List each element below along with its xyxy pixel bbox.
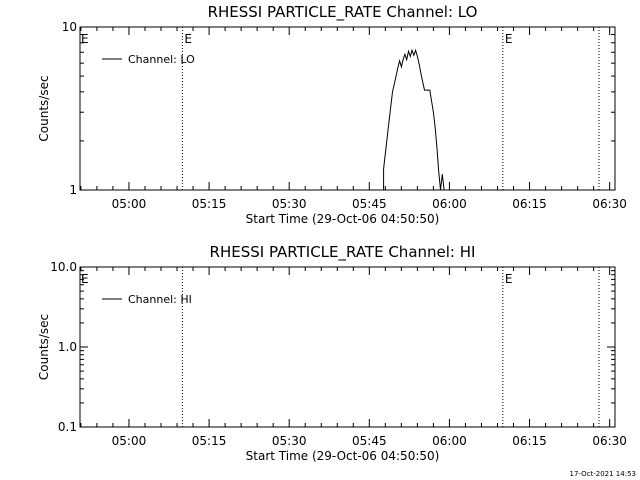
edge-marker-label: E — [81, 272, 89, 286]
x-tick-label: 06:30 — [592, 197, 627, 211]
x-axis-label: Start Time (29-Oct-06 04:50:50) — [246, 212, 440, 226]
x-tick-label: 06:15 — [512, 197, 547, 211]
chart-panel-2: RHESSI PARTICLE_RATE Channel: HI 05:00 05:… — [37, 243, 627, 463]
x-tick-label: 05:30 — [272, 197, 307, 211]
y-axis-label: Counts/sec — [37, 75, 51, 141]
edge-marker-label: E — [81, 32, 89, 46]
series-line — [383, 48, 445, 191]
plot-frame — [79, 26, 616, 191]
chart-panel-1: RHESSI PARTICLE_RATE Channel: LO 05:00 05:… — [37, 3, 627, 226]
legend-entry: Channel: HI — [128, 293, 192, 306]
event-marker-label: E — [505, 272, 513, 286]
y-tick-label: 10.0 — [50, 260, 77, 274]
x-tick-label: 06:30 — [592, 434, 627, 448]
chart-title: RHESSI PARTICLE_RATE Channel: LO — [208, 3, 478, 22]
event-marker-label: E — [505, 32, 513, 46]
y-axis-label: Counts/sec — [37, 314, 51, 380]
y-tick-label: 10 — [62, 20, 77, 34]
y-tick-label: 0.1 — [58, 420, 77, 434]
x-tick-label: 05:00 — [112, 434, 147, 448]
plot-frame — [79, 266, 616, 428]
y-tick-label: 1.0 — [58, 340, 77, 354]
x-axis-label: Start Time (29-Oct-06 04:50:50) — [246, 449, 440, 463]
x-tick-label: 05:15 — [192, 434, 227, 448]
event-marker-label: E — [184, 32, 192, 46]
legend-entry: Channel: LO — [128, 53, 195, 66]
x-tick-label: 05:30 — [272, 434, 307, 448]
x-tick-label: 05:00 — [112, 197, 147, 211]
x-tick-label: 06:00 — [432, 197, 467, 211]
x-tick-label: 06:00 — [432, 434, 467, 448]
x-tick-label: 05:45 — [352, 197, 387, 211]
y-tick-label: 1 — [69, 183, 77, 197]
x-tick-label: 05:45 — [352, 434, 387, 448]
generation-timestamp: 17-Oct-2021 14:53 — [570, 470, 636, 478]
x-tick-label: 06:15 — [512, 434, 547, 448]
x-tick-label: 05:15 — [192, 197, 227, 211]
chart-title: RHESSI PARTICLE_RATE Channel: HI — [210, 243, 476, 262]
